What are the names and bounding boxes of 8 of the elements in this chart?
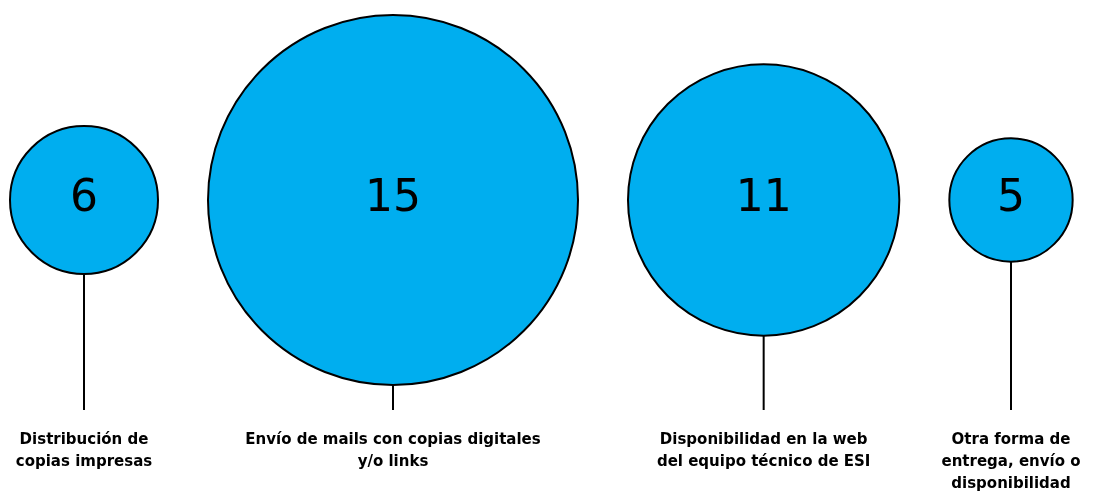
data-label: 15	[365, 170, 421, 222]
data-label: 5	[997, 170, 1025, 222]
category-label: Envío de mails con copias digitales y/o links	[245, 430, 541, 470]
category-label: Otra forma de entrega, envío o disponibilidad	[941, 430, 1081, 492]
category-label: Disponibilidad en la web del equipo técnico de ESI	[656, 430, 871, 470]
data-label: 11	[735, 170, 792, 222]
category-label: Distribución de copias impresas	[15, 430, 153, 470]
data-label: 6	[70, 170, 98, 222]
